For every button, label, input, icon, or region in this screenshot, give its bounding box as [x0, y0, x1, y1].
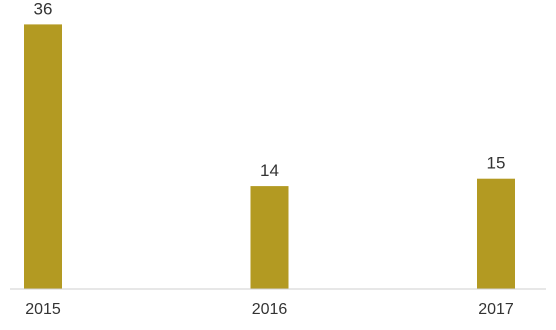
bar-2016 — [250, 186, 289, 289]
bar-2015 — [24, 24, 62, 290]
data-label-2015: 36 — [34, 0, 53, 18]
x-tick-label-2016: 2016 — [252, 301, 288, 318]
x-tick-labels-group: 2015 2016 2017 — [25, 301, 514, 318]
x-tick-label-2015: 2015 — [25, 301, 61, 318]
bar-2017 — [477, 178, 515, 289]
data-labels-group: 36 14 15 — [34, 0, 506, 180]
data-label-2017: 15 — [487, 154, 506, 173]
data-label-2016: 14 — [260, 161, 279, 180]
bars-group — [24, 24, 515, 290]
x-tick-label-2017: 2017 — [478, 301, 514, 318]
